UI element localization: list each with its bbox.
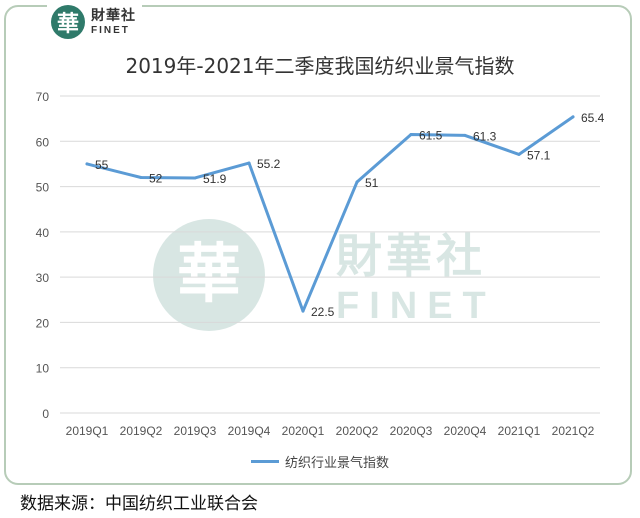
watermark-seal-icon (153, 219, 265, 331)
y-tick-label: 10 (36, 362, 50, 376)
data-label: 22.5 (311, 305, 335, 319)
logo-name-cn: 財華社 (91, 7, 136, 24)
data-point (571, 115, 575, 119)
data-label: 61.3 (473, 129, 497, 143)
data-point (139, 176, 143, 180)
y-tick-label: 50 (36, 181, 50, 195)
y-tick-label: 30 (36, 271, 50, 285)
watermark-name-en: FINET (336, 285, 496, 327)
x-tick-label: 2019Q2 (120, 424, 163, 438)
data-point (409, 132, 413, 136)
data-point (85, 162, 89, 166)
data-label: 55.2 (257, 157, 281, 171)
data-point (301, 309, 305, 313)
legend-label: 纺织行业景气指数 (284, 456, 389, 471)
data-label: 61.5 (419, 128, 443, 142)
chart-frame (4, 5, 632, 485)
finet-logo: 華 財華社 FINET (47, 3, 142, 41)
y-tick-label: 40 (36, 226, 50, 240)
x-tick-label: 2019Q4 (228, 424, 271, 438)
data-label: 55 (95, 158, 109, 172)
data-label: 51 (365, 176, 379, 190)
data-label: 52 (149, 172, 163, 186)
data-label: 57.1 (527, 148, 551, 162)
x-tick-label: 2020Q4 (444, 424, 487, 438)
logo-name-en: FINET (91, 24, 130, 36)
x-tick-label: 2021Q2 (552, 424, 595, 438)
watermark-seal-char: 華 (177, 237, 241, 312)
legend: 纺织行业景气指数 (0, 452, 640, 471)
y-tick-label: 70 (36, 90, 50, 104)
chart-title: 2019年-2021年二季度我国纺织业景气指数 (125, 54, 515, 78)
logo-text: 財華社 FINET (91, 9, 136, 36)
data-point (355, 180, 359, 184)
y-tick-label: 20 (36, 316, 50, 330)
data-labels: 55 52 51.9 55.2 22.5 51 61.5 61.3 57.1 65.4 (95, 111, 605, 319)
series-line (85, 115, 575, 313)
watermark-name-cn: 財華社 (336, 229, 486, 283)
x-axis-ticks: 2019Q1 2019Q2 2019Q3 2019Q4 2020Q1 2020Q2 2020… (66, 424, 595, 438)
grid-lines (60, 95, 600, 414)
x-tick-label: 2020Q1 (282, 424, 325, 438)
source-note: 数据来源：中国纺织工业联合会 (20, 494, 258, 514)
legend-line-swatch (250, 460, 279, 463)
x-tick-label: 2019Q1 (66, 424, 109, 438)
data-label: 51.9 (203, 172, 227, 186)
data-point (463, 133, 467, 137)
data-point (193, 176, 197, 180)
x-tick-label: 2020Q2 (336, 424, 379, 438)
data-point (517, 152, 521, 156)
y-tick-label: 60 (36, 135, 50, 149)
series-group (85, 115, 575, 313)
x-tick-label: 2020Q3 (390, 424, 433, 438)
watermark: 華 財華社 FINET (153, 219, 496, 331)
x-tick-label: 2021Q1 (498, 424, 541, 438)
y-tick-label: 0 (42, 407, 49, 421)
y-axis-ticks: 0 10 20 30 40 50 60 70 (36, 90, 50, 421)
data-point (247, 161, 251, 165)
logo-seal-icon: 華 (51, 5, 85, 39)
data-label: 65.4 (581, 111, 605, 125)
x-tick-label: 2019Q3 (174, 424, 217, 438)
